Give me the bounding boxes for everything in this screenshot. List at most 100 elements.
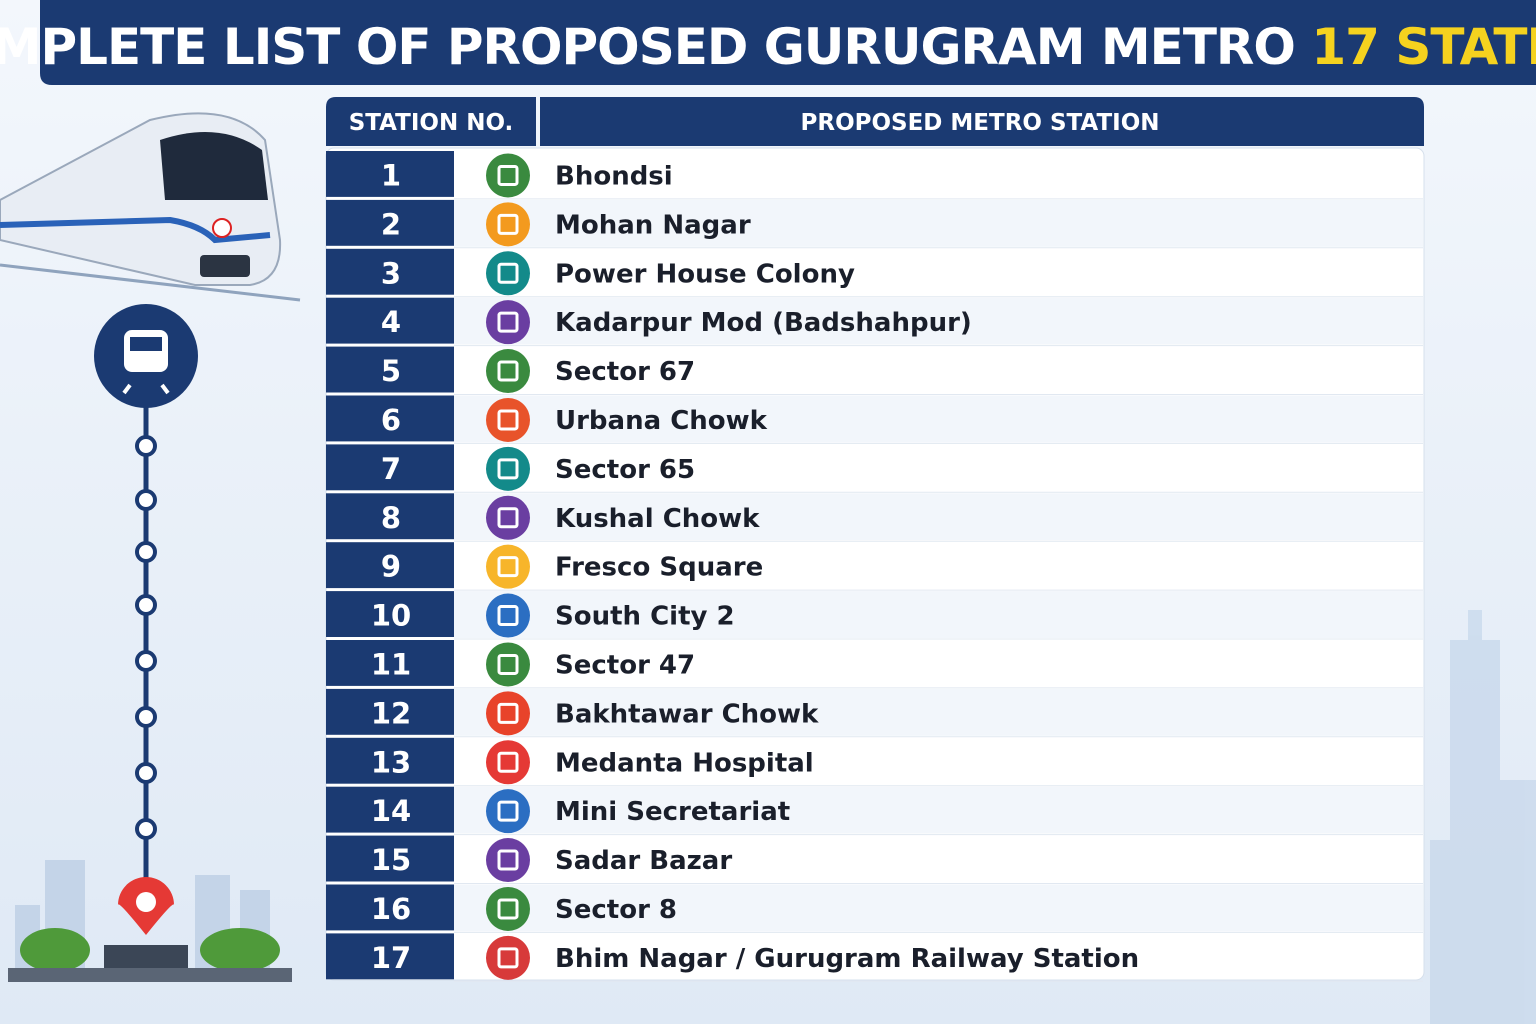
station-name: Mini Secretariat — [555, 797, 790, 827]
station-name: South City 2 — [555, 602, 735, 632]
number-cell — [326, 248, 454, 295]
station-number: 2 — [381, 207, 401, 241]
station-icon — [486, 300, 530, 345]
station-name: Urbana Chowk — [555, 406, 768, 436]
station-icon — [486, 251, 530, 296]
number-cell — [326, 297, 454, 344]
number-cell — [326, 542, 454, 589]
station-number: 17 — [371, 941, 411, 975]
row-stripe — [454, 688, 1423, 736]
route — [8, 304, 292, 982]
station-number: 10 — [371, 599, 411, 633]
row-stripe — [454, 591, 1423, 638]
station-number: 11 — [371, 647, 411, 681]
station-icon-glyph — [497, 213, 519, 235]
station-name: Sadar Bazar — [555, 846, 732, 876]
station-icon — [486, 544, 530, 589]
station-name: Fresco Square — [555, 553, 763, 583]
number-cell — [326, 786, 454, 833]
station-name: Mohan Nagar — [555, 210, 751, 240]
number-cell — [326, 493, 454, 540]
station-icon — [486, 202, 530, 247]
station-icon — [486, 740, 530, 785]
station-number: 4 — [381, 305, 401, 339]
station-icon-glyph — [497, 898, 519, 920]
station-icon-glyph — [497, 605, 519, 627]
title-bar — [40, 0, 1536, 85]
station-name: Bhondsi — [555, 161, 673, 191]
station-icon-glyph — [497, 360, 519, 382]
station-icon — [486, 495, 530, 540]
station-icon-glyph — [497, 702, 519, 724]
number-cell — [326, 688, 454, 735]
station-number: 7 — [381, 452, 401, 486]
station-icon-glyph — [497, 458, 519, 480]
title-text: COMPLETE LIST OF PROPOSED GURUGRAM METRO — [0, 18, 1295, 76]
number-cell — [326, 640, 454, 686]
station-number: 9 — [381, 550, 401, 584]
header-cell — [540, 97, 1424, 146]
header-text: PROPOSED METRO STATION — [801, 110, 1160, 136]
station-icon — [486, 789, 530, 834]
row-stripe — [454, 297, 1423, 345]
station-icon-glyph — [497, 653, 519, 675]
station-icon — [486, 153, 530, 198]
number-cell — [326, 884, 454, 931]
station-icon — [486, 349, 530, 394]
header-cell — [326, 97, 536, 146]
station-name: Sector 65 — [555, 455, 695, 485]
train — [0, 112, 301, 302]
station-number: 15 — [371, 843, 411, 877]
station-number: 5 — [381, 354, 401, 388]
station-name: Sector 47 — [555, 650, 695, 680]
station-icon — [486, 886, 530, 931]
station-icon-glyph — [497, 800, 519, 822]
station-icon-glyph — [497, 164, 519, 186]
row-stripe — [454, 786, 1423, 834]
row-stripe — [454, 884, 1423, 932]
station-number: 8 — [381, 501, 401, 535]
station-icon-glyph — [497, 409, 519, 431]
number-cell — [326, 151, 454, 197]
station-name: Kushal Chowk — [555, 504, 760, 534]
station-icon — [486, 397, 530, 442]
station-number: 16 — [371, 892, 411, 926]
title: COMPLETE LIST OF PROPOSED GURUGRAM METRO… — [0, 18, 1536, 76]
number-cell — [326, 933, 454, 980]
station-name: Sector 67 — [555, 357, 695, 387]
table: STATION NO. PROPOSED METRO STATION 1 Bhonds… — [326, 97, 1424, 982]
station-icon-glyph — [497, 507, 519, 529]
number-cell — [326, 737, 454, 784]
station-icon-glyph — [497, 751, 519, 773]
station-icon — [486, 838, 530, 883]
station-icon-glyph — [497, 311, 519, 333]
station-name: Bhim Nagar / Gurugram Railway Station — [555, 944, 1139, 974]
station-icon — [486, 446, 530, 491]
header-text: STATION NO. — [349, 110, 514, 136]
station-icon-glyph — [497, 849, 519, 871]
station-icon — [486, 642, 530, 687]
number-cell — [326, 591, 454, 637]
station-icon — [486, 593, 530, 638]
station-icon-glyph — [497, 947, 519, 969]
station-name: Medanta Hospital — [555, 748, 814, 778]
station-name: Bakhtawar Chowk — [555, 699, 819, 729]
station-name: Power House Colony — [555, 259, 855, 289]
title-highlight: 17 STATIONS — [1311, 18, 1536, 76]
row-stripe — [454, 199, 1423, 247]
station-number: 12 — [371, 696, 411, 730]
number-cell — [326, 835, 454, 882]
number-cell — [326, 444, 454, 491]
station-number: 6 — [381, 403, 401, 437]
row-stripe — [454, 493, 1423, 541]
station-number: 13 — [371, 745, 411, 779]
row-stripe — [454, 395, 1423, 443]
station-number: 3 — [381, 256, 401, 290]
station-icon-glyph — [497, 556, 519, 578]
number-cell — [326, 199, 454, 246]
station-icon-glyph — [497, 262, 519, 284]
station-number: 1 — [381, 158, 401, 192]
station-icon — [486, 935, 530, 980]
